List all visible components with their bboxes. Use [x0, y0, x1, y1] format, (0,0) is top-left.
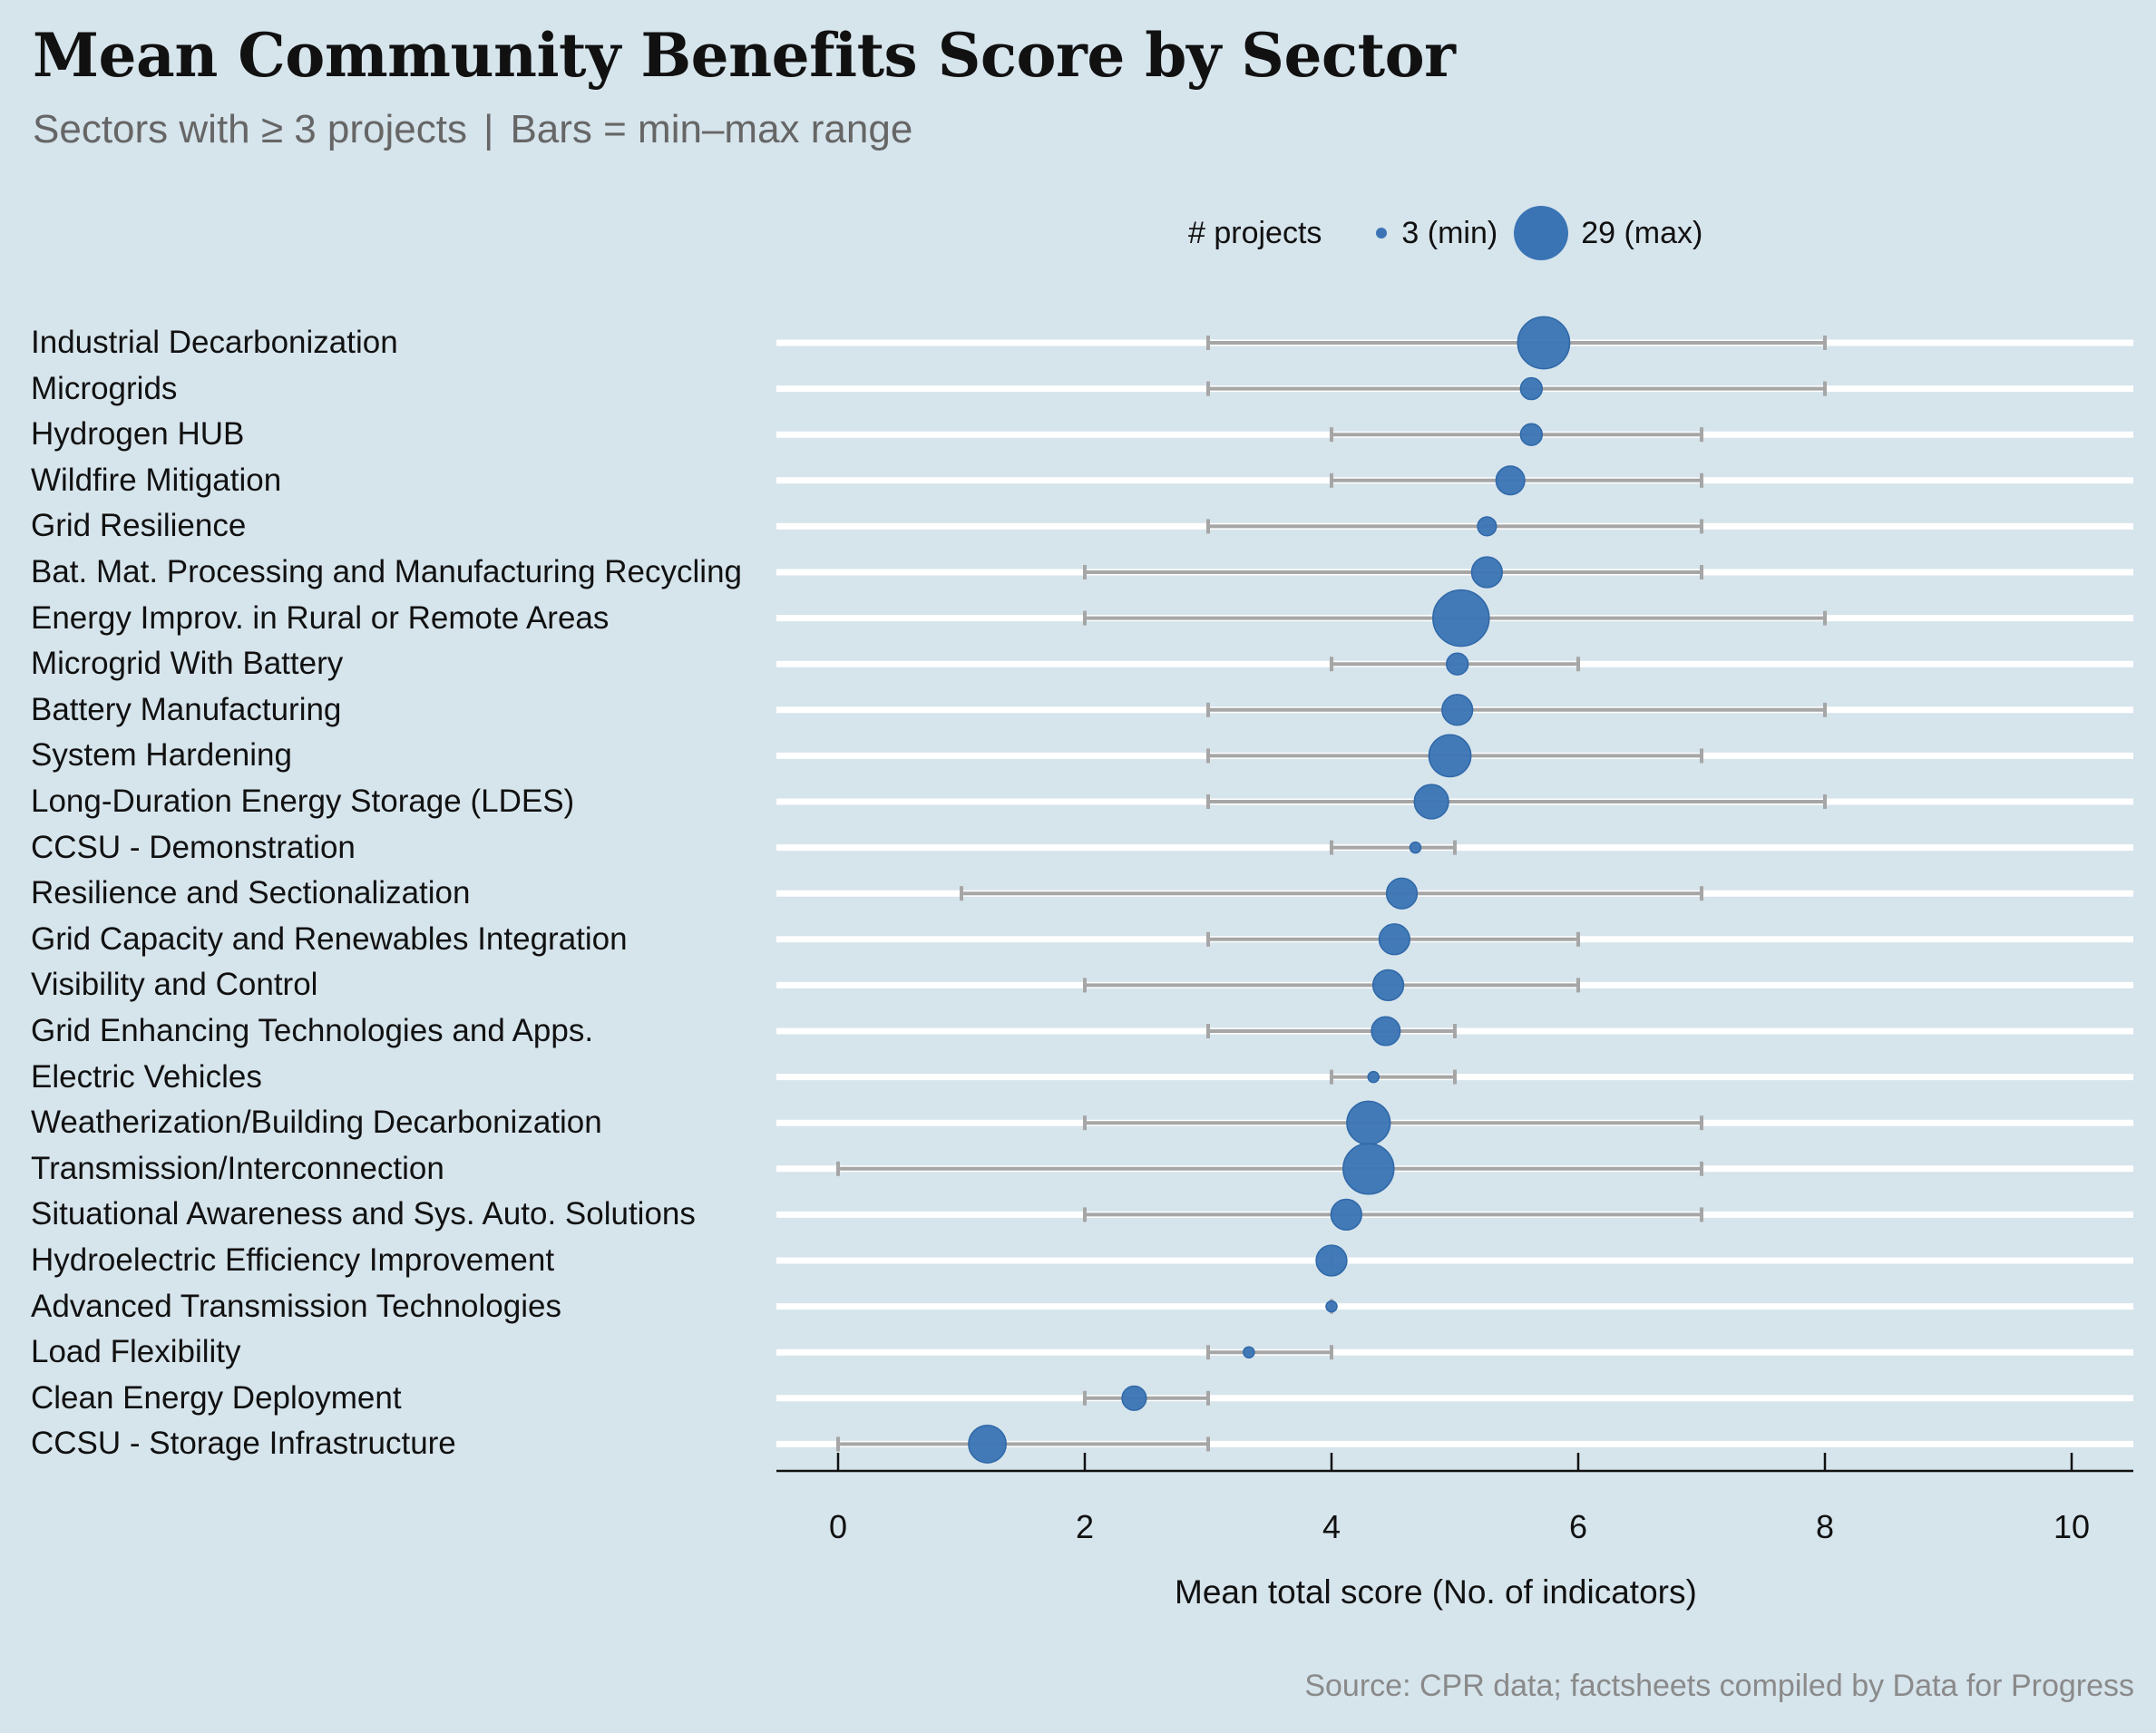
- size-legend: # projects 3 (min) 29 (max): [1188, 201, 1702, 265]
- category-label: Grid Resilience: [31, 508, 247, 544]
- x-tick-label: 6: [1569, 1508, 1587, 1545]
- mean-dot: [1477, 516, 1497, 537]
- legend-min-label: 3 (min): [1401, 215, 1498, 250]
- mean-dot: [1367, 1070, 1380, 1084]
- mean-dot: [1330, 1198, 1362, 1232]
- category-label: Resilience and Sectionalization: [31, 875, 471, 911]
- mean-dot: [1413, 784, 1449, 820]
- category-label: Hydrogen HUB: [31, 416, 245, 453]
- category-label: Long-Duration Energy Storage (LDES): [31, 784, 575, 819]
- legend-title: # projects: [1188, 215, 1322, 250]
- mean-dot: [1519, 376, 1544, 401]
- x-tick-label: 2: [1076, 1508, 1094, 1545]
- mean-dot: [1519, 423, 1544, 446]
- mean-dot: [1446, 652, 1469, 676]
- category-label: Microgrids: [31, 370, 178, 406]
- category-label: Industrial Decarbonization: [31, 325, 398, 360]
- category-label: CCSU - Storage Infrastructure: [31, 1426, 456, 1462]
- legend-max-label: 29 (max): [1581, 215, 1703, 250]
- mean-dot: [1385, 877, 1419, 910]
- mean-dot: [1428, 734, 1472, 778]
- x-tick-label: 0: [829, 1508, 847, 1545]
- x-axis-label: Mean total score (No. of indicators): [1175, 1573, 1697, 1611]
- category-label: Battery Manufacturing: [31, 691, 342, 727]
- mean-dot: [968, 1424, 1007, 1464]
- mean-dot: [1243, 1346, 1255, 1358]
- mean-dot: [1495, 465, 1526, 496]
- category-label: CCSU - Demonstration: [31, 829, 356, 865]
- chart-subtitle: Sectors with ≥ 3 projects | Bars = min–max…: [33, 107, 912, 152]
- x-tick-label: 10: [2054, 1508, 2090, 1545]
- subtitle-bars-note: Bars = min–max range: [510, 107, 913, 151]
- mean-dot: [1371, 969, 1405, 1002]
- x-tick-label: 4: [1322, 1508, 1341, 1545]
- legend-min-dot: [1376, 228, 1388, 239]
- category-label: Advanced Transmission Technologies: [31, 1288, 561, 1324]
- category-label: Wildfire Mitigation: [31, 462, 282, 498]
- category-label: Weatherization/Building Decarbonization: [31, 1105, 602, 1141]
- category-label: Microgrid With Battery: [31, 646, 344, 682]
- mean-dot: [1378, 923, 1410, 956]
- category-label: Grid Capacity and Renewables Integration: [31, 920, 628, 957]
- mean-dot: [1315, 1244, 1348, 1277]
- chart-title: Mean Community Benefits Score by Sector: [33, 20, 1456, 91]
- mean-dot: [1342, 1143, 1395, 1195]
- mean-dot: [1517, 316, 1571, 370]
- source-note: Source: CPR data; factsheets compiled by…: [1304, 1669, 2134, 1703]
- mean-dot: [1325, 1300, 1338, 1313]
- category-label: Bat. Mat. Processing and Manufacturing R…: [31, 554, 742, 589]
- category-label: Hydroelectric Efficiency Improvement: [31, 1242, 555, 1278]
- mean-dot: [1409, 841, 1422, 854]
- category-label: Visibility and Control: [31, 967, 318, 1003]
- subtitle-filter: Sectors with ≥ 3 projects: [33, 107, 467, 151]
- mean-dot: [1346, 1100, 1391, 1145]
- mean-dot: [1441, 694, 1474, 726]
- category-label: Electric Vehicles: [31, 1058, 262, 1095]
- mean-dot: [1121, 1385, 1147, 1411]
- category-label: Situational Awareness and Sys. Auto. Sol…: [31, 1196, 696, 1232]
- category-label: Load Flexibility: [31, 1334, 241, 1370]
- category-label: Grid Enhancing Technologies and Apps.: [31, 1013, 594, 1048]
- legend-max-dot: [1514, 206, 1569, 260]
- category-label: Energy Improv. in Rural or Remote Areas: [31, 599, 610, 636]
- mean-dot: [1470, 556, 1503, 589]
- category-label: Clean Energy Deployment: [31, 1379, 402, 1416]
- category-label: Transmission/Interconnection: [31, 1150, 444, 1186]
- mean-dot: [1371, 1016, 1401, 1047]
- x-tick-label: 8: [1816, 1508, 1834, 1545]
- category-label: System Hardening: [31, 737, 292, 774]
- subtitle-separator: |: [483, 107, 494, 151]
- mean-dot: [1432, 589, 1490, 647]
